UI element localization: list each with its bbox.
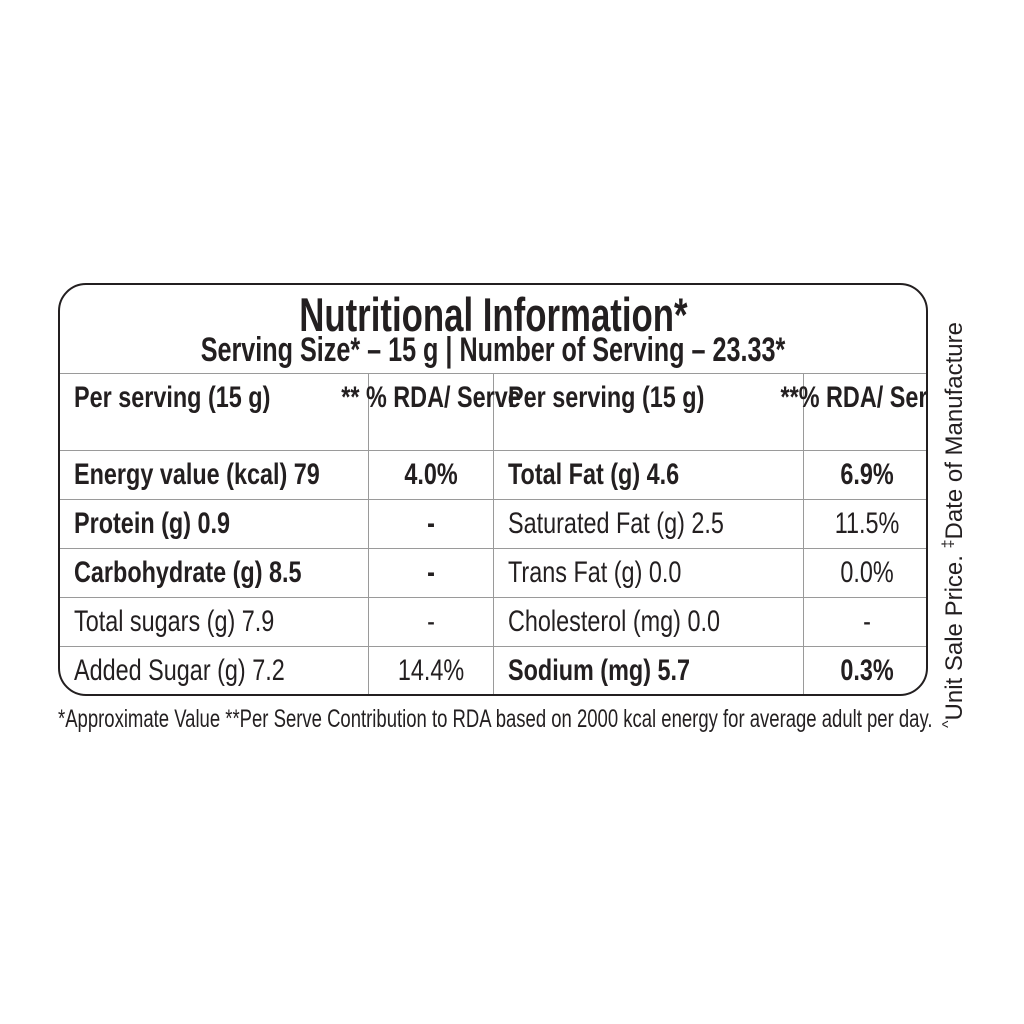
rda-cell: 0.3% [804, 647, 926, 694]
nutrient-cell: Protein (g) 0.9 [60, 500, 369, 549]
column-header: Per serving (15 g) [60, 373, 369, 451]
rda-cell: 0.0% [804, 549, 926, 598]
rda-cell: - [369, 598, 494, 647]
rda-cell: 4.0% [369, 451, 494, 500]
nutrient-cell: Energy value (kcal) 79 [60, 451, 369, 500]
nutrition-table: Nutritional Information* Serving Size* –… [58, 283, 928, 696]
footnote: *Approximate Value **Per Serve Contribut… [58, 705, 933, 733]
nutrient-cell: Sodium (mg) 5.7 [494, 647, 804, 694]
nutrient-cell: Total Fat (g) 4.6 [494, 451, 804, 500]
nutrient-cell: Saturated Fat (g) 2.5 [494, 500, 804, 549]
rda-cell: - [369, 549, 494, 598]
nutrient-cell: Cholesterol (mg) 0.0 [494, 598, 804, 647]
rda-cell: - [369, 500, 494, 549]
serving-info: Serving Size* – 15 g | Number of Serving… [200, 331, 786, 369]
nutrient-cell: Trans Fat (g) 0.0 [494, 549, 804, 598]
column-header: ** % RDA/ Serve [341, 373, 521, 451]
rda-cell: 11.5% [804, 500, 926, 549]
rda-cell: - [804, 598, 926, 647]
nutrient-cell: Added Sugar (g) 7.2 [60, 647, 369, 694]
column-header: Per serving (15 g) [494, 373, 804, 451]
side-note: ^Unit Sale Price. ‡Date of Manufacture [940, 322, 968, 728]
table-title: Nutritional Information* [298, 288, 688, 341]
nutrient-cell: Total sugars (g) 7.9 [60, 598, 369, 647]
rda-cell: 14.4% [369, 647, 494, 694]
column-header: **% RDA/ Serve [781, 373, 926, 451]
nutrient-cell: Carbohydrate (g) 8.5 [60, 549, 369, 598]
rda-cell: 6.9% [804, 451, 926, 500]
table-header-band: Nutritional Information* Serving Size* –… [60, 285, 926, 374]
